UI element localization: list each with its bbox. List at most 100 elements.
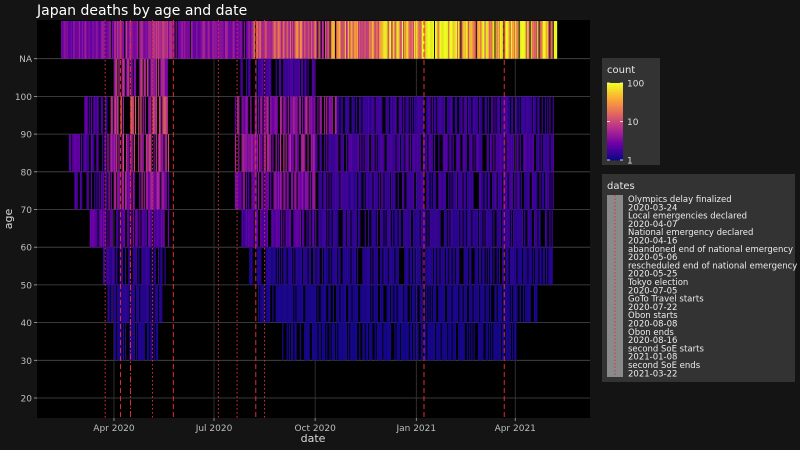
heatmap-cell bbox=[157, 171, 160, 210]
heatmap-cell bbox=[491, 21, 493, 59]
heatmap-cell bbox=[504, 21, 506, 59]
heatmap-cell bbox=[397, 247, 399, 285]
heatmap-cell bbox=[472, 21, 474, 59]
heatmap-cell bbox=[107, 247, 109, 285]
heatmap-cell bbox=[449, 134, 451, 172]
heatmap-cell bbox=[266, 247, 269, 285]
heatmap-cell bbox=[477, 21, 480, 59]
heatmap-cell bbox=[529, 96, 531, 135]
heatmap-cell bbox=[522, 21, 525, 59]
heatmap-cell bbox=[494, 322, 496, 361]
heatmap-cell bbox=[139, 171, 141, 210]
event-legend-label: abandoned end of national emergency bbox=[628, 245, 793, 255]
heatmap-cell bbox=[314, 134, 316, 172]
heatmap-cell bbox=[171, 21, 173, 59]
heatmap-cell bbox=[246, 21, 249, 59]
heatmap-cell bbox=[330, 134, 332, 172]
heatmap-cell bbox=[524, 21, 526, 59]
heatmap-cell bbox=[369, 284, 371, 323]
heatmap-cell bbox=[348, 171, 350, 210]
heatmap-cell bbox=[487, 247, 490, 285]
heatmap-cell bbox=[128, 284, 130, 323]
heatmap-cell bbox=[365, 96, 367, 135]
heatmap-cell bbox=[524, 209, 526, 248]
heatmap-cell bbox=[459, 134, 461, 172]
heatmap-cell bbox=[304, 134, 306, 172]
heatmap-cell bbox=[133, 58, 135, 97]
heatmap-cell bbox=[470, 171, 472, 210]
heatmap-cell bbox=[322, 171, 325, 210]
heatmap-cell bbox=[508, 134, 510, 172]
heatmap-cell bbox=[126, 134, 128, 172]
y-tick-label: 70 bbox=[21, 206, 33, 216]
heatmap-cell bbox=[442, 171, 444, 210]
heatmap-cell bbox=[289, 134, 292, 172]
heatmap-cell bbox=[311, 209, 314, 248]
heatmap-cell bbox=[528, 96, 530, 135]
heatmap-cell bbox=[143, 322, 145, 361]
heatmap-cell bbox=[394, 171, 396, 210]
heatmap-cell bbox=[248, 58, 250, 97]
heatmap-cell bbox=[320, 284, 322, 323]
heatmap-cell bbox=[476, 134, 479, 172]
heatmap-cell bbox=[319, 96, 321, 135]
heatmap-cell bbox=[514, 247, 516, 285]
heatmap-cell bbox=[486, 134, 488, 172]
heatmap-cell bbox=[371, 247, 373, 285]
heatmap-cell bbox=[159, 134, 161, 172]
heatmap-cell bbox=[284, 96, 286, 135]
heatmap-cell bbox=[478, 21, 481, 59]
heatmap-cell bbox=[96, 96, 98, 135]
heatmap-cell bbox=[378, 322, 381, 361]
heatmap-cell bbox=[366, 322, 369, 361]
heatmap-cell bbox=[112, 134, 115, 172]
heatmap-cell bbox=[423, 21, 426, 59]
heatmap-cell bbox=[445, 247, 448, 285]
colorbar-segment bbox=[607, 100, 623, 103]
heatmap-cell bbox=[463, 209, 465, 248]
heatmap-cell bbox=[498, 134, 500, 172]
heatmap-cell bbox=[359, 322, 361, 361]
heatmap-cell bbox=[266, 284, 269, 323]
heatmap-cell bbox=[350, 284, 352, 323]
heatmap-cell bbox=[498, 171, 500, 210]
heatmap-cell bbox=[508, 284, 510, 323]
heatmap-cell bbox=[337, 134, 339, 172]
colorbar-segment bbox=[607, 131, 623, 134]
heatmap-cell bbox=[85, 96, 87, 135]
heatmap-cell bbox=[288, 322, 291, 361]
heatmap-cell bbox=[477, 134, 480, 172]
heatmap-cell bbox=[408, 21, 410, 59]
heatmap-cell bbox=[380, 284, 382, 323]
heatmap-cell bbox=[413, 209, 415, 248]
heatmap-cell bbox=[274, 21, 276, 59]
heatmap-cell bbox=[314, 58, 316, 97]
heatmap-cell bbox=[288, 58, 291, 97]
heatmap-cell bbox=[502, 247, 504, 285]
heatmap-cell bbox=[343, 247, 345, 285]
heatmap-cell bbox=[421, 284, 424, 323]
y-tick-label: 80 bbox=[21, 168, 33, 178]
heatmap-cell bbox=[109, 247, 111, 285]
heatmap-cell bbox=[308, 284, 310, 323]
heatmap-cell bbox=[305, 247, 307, 285]
heatmap-cell bbox=[264, 58, 266, 97]
heatmap-cell bbox=[448, 171, 450, 210]
heatmap-cell bbox=[82, 21, 84, 59]
heatmap-cell bbox=[288, 134, 291, 172]
heatmap-cell bbox=[478, 96, 481, 135]
heatmap-cell bbox=[495, 171, 497, 210]
heatmap-cell bbox=[297, 209, 299, 248]
heatmap-cell bbox=[502, 209, 504, 248]
heatmap-cell bbox=[429, 21, 431, 59]
heatmap-cell bbox=[166, 96, 168, 135]
heatmap-cell bbox=[505, 284, 507, 323]
heatmap-cell bbox=[300, 284, 303, 323]
heatmap-cell bbox=[115, 21, 117, 59]
heatmap-cell bbox=[268, 21, 271, 59]
heatmap-cell bbox=[347, 209, 349, 248]
heatmap-cell bbox=[115, 284, 117, 323]
heatmap-cell bbox=[360, 134, 362, 172]
heatmap-cell bbox=[138, 96, 140, 135]
heatmap-cell bbox=[272, 247, 274, 285]
